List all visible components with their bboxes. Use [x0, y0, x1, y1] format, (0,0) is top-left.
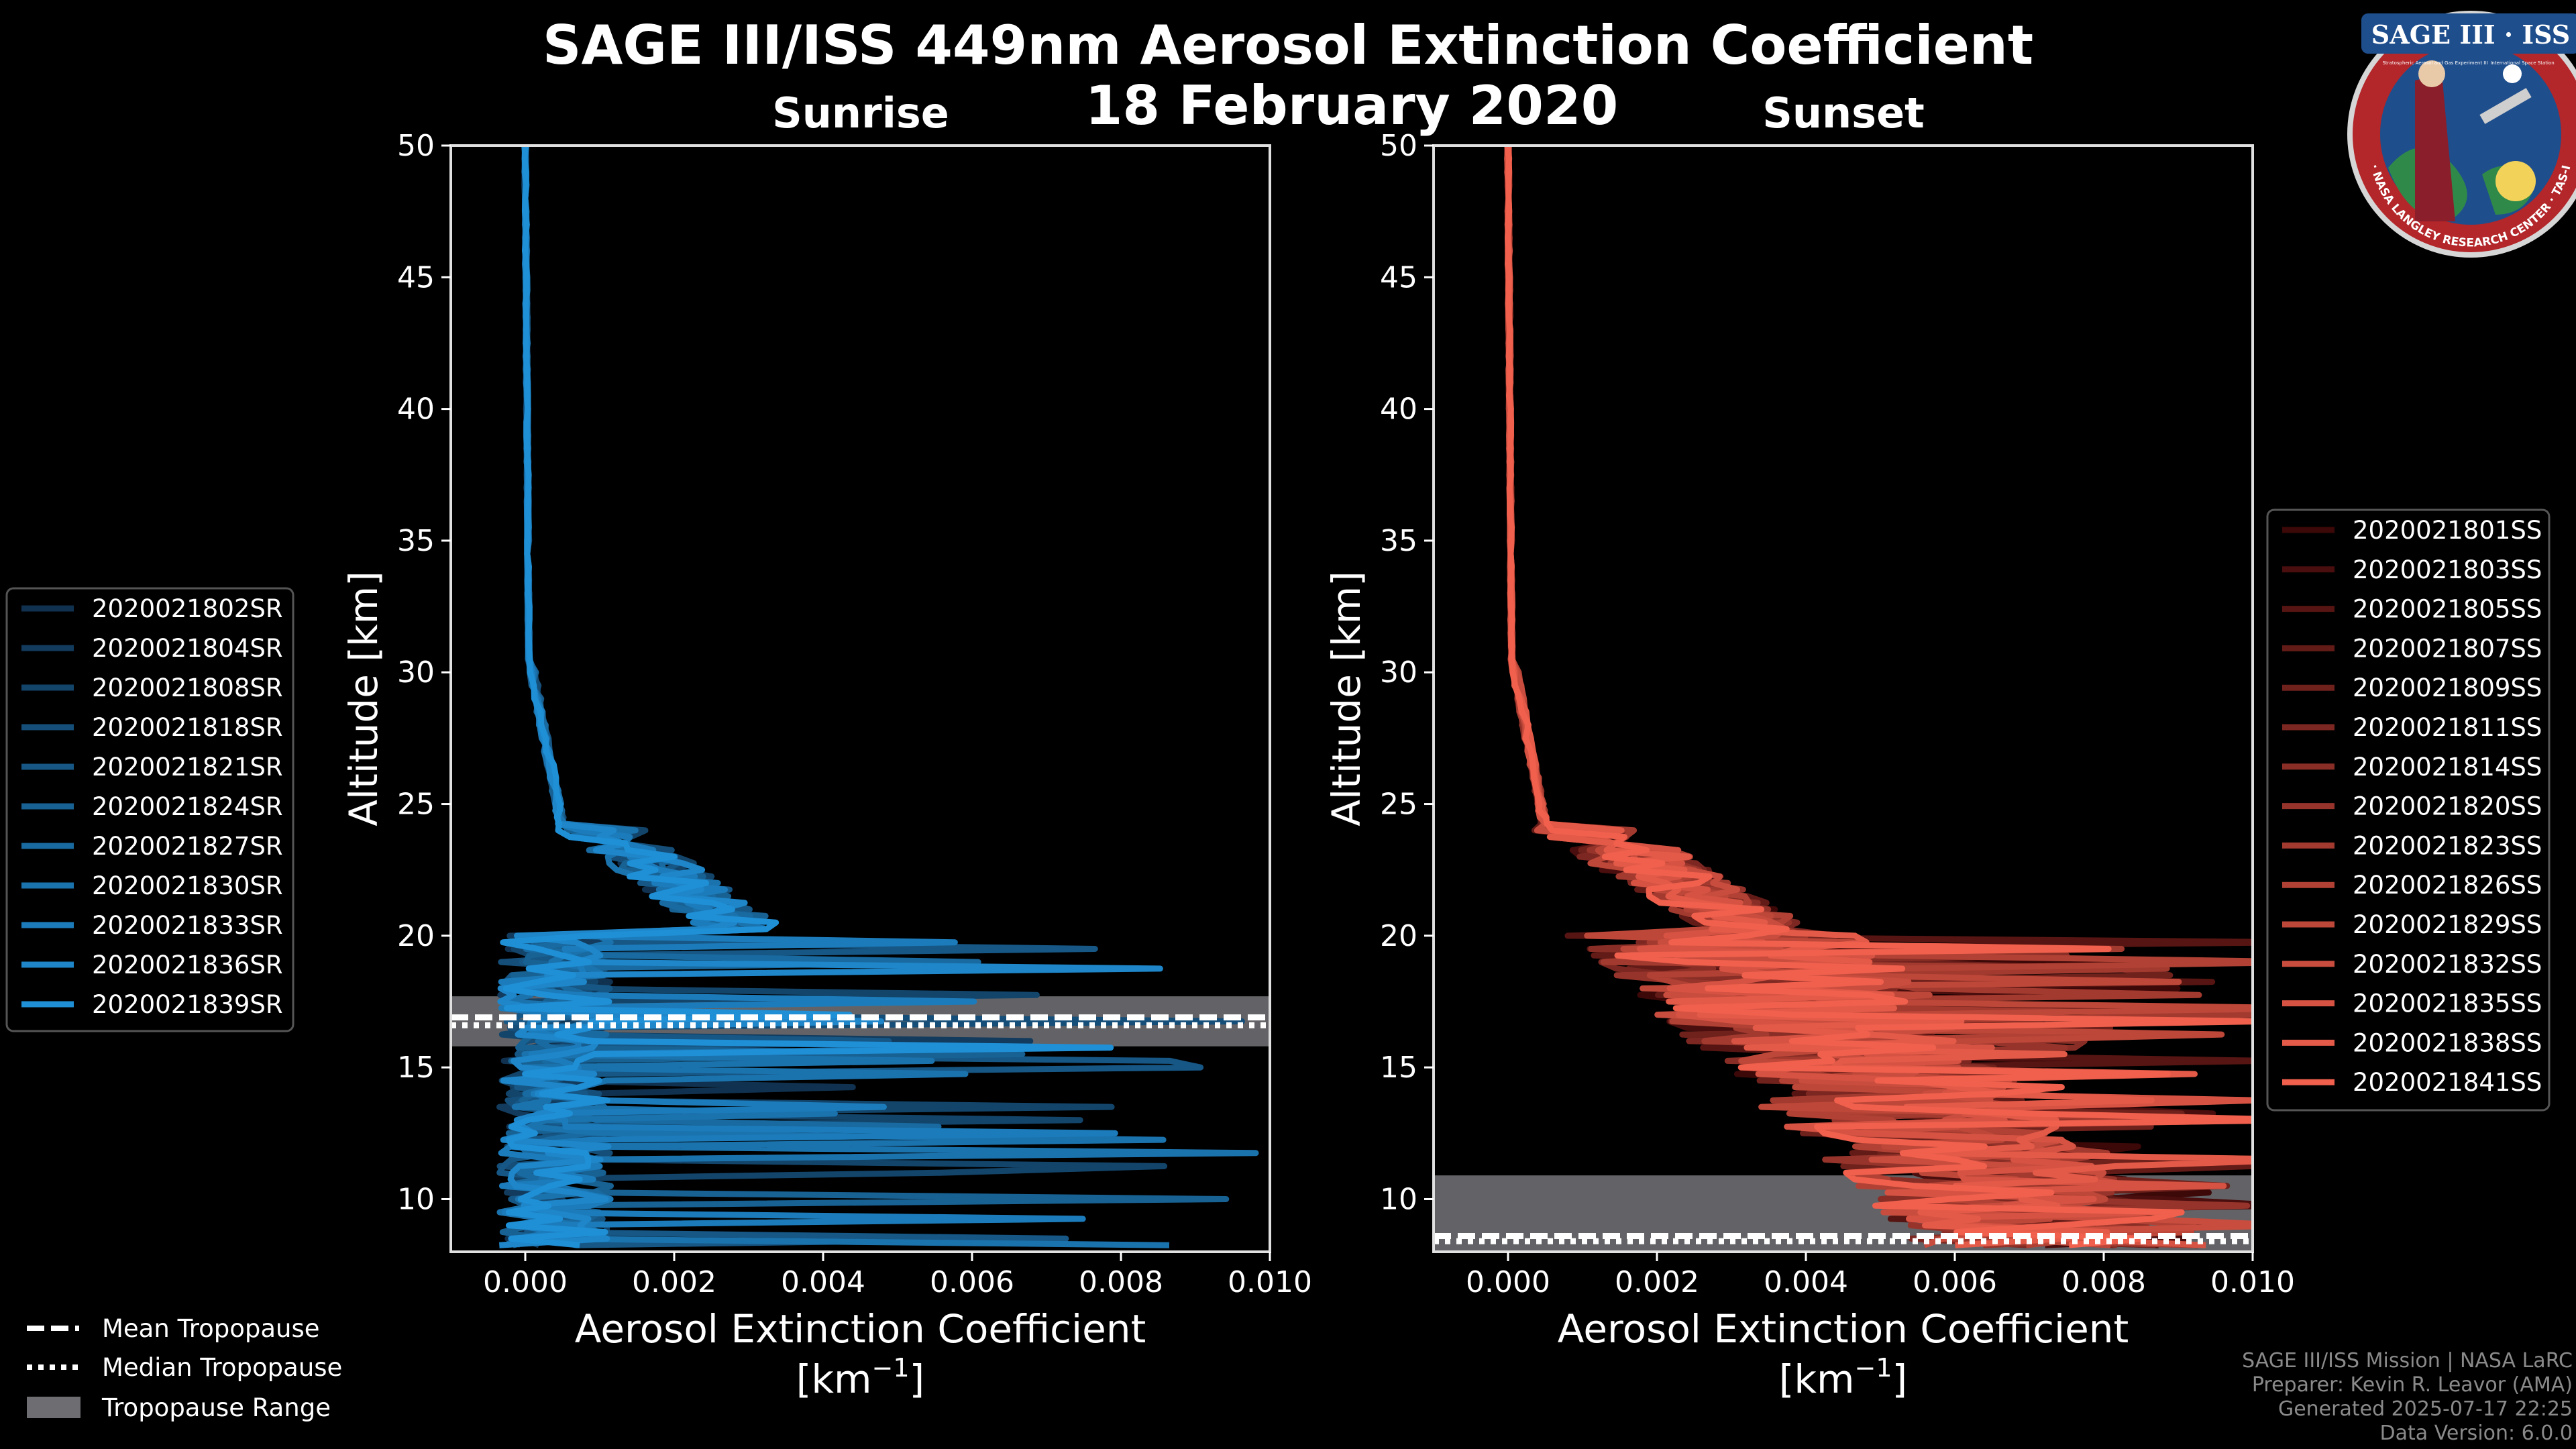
legend-label: 2020021820SS — [2353, 792, 2542, 821]
y-tick-label: 40 — [397, 392, 435, 427]
legend-label: 2020021829SS — [2353, 910, 2542, 939]
mean-tropopause-label: Mean Tropopause — [102, 1314, 320, 1343]
x-axis-unit-base: [km — [1779, 1356, 1855, 1402]
logo-subtitle-left: Stratospheric Aerosol and Gas Experiment… — [2382, 60, 2487, 66]
logo-subtitle-right: International Space Station — [2490, 60, 2554, 66]
x-tick-label: 0.004 — [1764, 1265, 1848, 1299]
y-tick-label: 20 — [1380, 919, 1417, 953]
legend-label: 2020021809SS — [2353, 674, 2542, 702]
x-tick-label: 0.010 — [1228, 1265, 1312, 1299]
x-tick-label: 0.000 — [483, 1265, 568, 1299]
axes-frame — [449, 144, 1271, 1253]
legend-label: 2020021838SS — [2353, 1028, 2542, 1057]
x-tick-label: 0.008 — [1079, 1265, 1163, 1299]
legend-label: 2020021833SR — [92, 911, 283, 940]
legend-label: 2020021821SR — [92, 753, 283, 782]
sunset-chart: 10 15 20 25 30 35 40 45 50 0.000 0.002 0.004 0.006 0.… — [1324, 129, 2295, 1402]
sunrise-chart: 10 15 20 25 30 35 40 45 50 0.000 0.002 0.004 0.006 0.… — [341, 129, 1312, 1402]
sunrise-legend-frame — [5, 587, 294, 1032]
series-line-2020021839SR — [500, 146, 1114, 1248]
y-tick-label: 45 — [397, 260, 435, 294]
legend-label: 2020021826SS — [2353, 871, 2542, 900]
credit-line-2: Preparer: Kevin R. Leavor (AMA) — [2252, 1373, 2573, 1397]
tropopause-legend: Mean Tropopause Median Tropopause Tropop… — [27, 1314, 342, 1422]
series-line-2020021830SR — [496, 146, 1259, 1248]
legend-label: 2020021811SS — [2353, 713, 2542, 742]
x-axis-label: Aerosol Extinction Coefficient — [575, 1306, 1146, 1352]
axes-frame — [1432, 144, 2254, 1253]
credit-line-1: SAGE III/ISS Mission | NASA LaRC — [2242, 1349, 2573, 1373]
legend-label: 2020021804SR — [92, 634, 283, 663]
legend-label: 2020021814SS — [2353, 753, 2542, 782]
legend-label: 2020021823SS — [2353, 831, 2542, 860]
legend-label: 2020021836SR — [92, 951, 283, 979]
legend-label: 2020021824SR — [92, 792, 283, 821]
legend-label: 2020021805SS — [2353, 595, 2542, 624]
legend-label: 2020021818SR — [92, 713, 283, 742]
x-axis-unit-exp: −1 — [1855, 1353, 1892, 1383]
legend-label: 2020021802SR — [92, 594, 283, 623]
legend-label: 2020021832SS — [2353, 950, 2542, 979]
y-tick-label: 50 — [397, 129, 435, 163]
x-axis-label: Aerosol Extinction Coefficient — [1558, 1306, 2129, 1352]
median-tropopause-label: Median Tropopause — [102, 1353, 342, 1382]
x-tick-label: 0.004 — [781, 1265, 865, 1299]
y-tick-label: 45 — [1380, 260, 1417, 294]
y-tick-label: 15 — [1380, 1051, 1417, 1085]
credit-line-4: Data Version: 6.0.0 — [2380, 1421, 2573, 1445]
y-axis-label: Altitude [km] — [1324, 571, 1369, 826]
legend-label: 2020021839SR — [92, 990, 283, 1019]
sunset-subtitle: Sunset — [1762, 89, 1925, 138]
x-axis-unit-close: ] — [1892, 1356, 1908, 1402]
tropopause-range-swatch — [27, 1397, 80, 1418]
x-tick-label: 0.002 — [1615, 1265, 1699, 1299]
y-tick-label: 35 — [397, 524, 435, 558]
sunrise-subtitle: Sunrise — [772, 89, 949, 138]
x-tick-label: 0.000 — [1466, 1265, 1550, 1299]
plot-area — [1434, 146, 2253, 1252]
x-axis-unit-base: [km — [796, 1356, 872, 1402]
main-title: SAGE III/ISS 449nm Aerosol Extinction Co… — [543, 14, 2033, 76]
x-tick-label: 0.002 — [632, 1265, 716, 1299]
sunset-legend-frame — [2266, 508, 2551, 1112]
x-tick-label: 0.010 — [2210, 1265, 2295, 1299]
plot-area — [451, 146, 1270, 1248]
legend-label: 2020021808SR — [92, 674, 283, 702]
x-tick-label: 0.006 — [930, 1265, 1014, 1299]
legend-label: 2020021801SS — [2353, 516, 2542, 545]
y-tick-label: 35 — [1380, 524, 1417, 558]
legend-label: 2020021835SS — [2353, 989, 2542, 1018]
legend-label: 2020021841SS — [2353, 1068, 2542, 1097]
y-tick-label: 30 — [1380, 655, 1417, 690]
legend-label: 2020021803SS — [2353, 555, 2542, 584]
x-axis-unit: [km−1] — [1779, 1353, 1907, 1402]
y-tick-label: 10 — [1380, 1182, 1417, 1216]
y-tick-label: 15 — [397, 1051, 435, 1085]
series-line-2020021841SS — [1504, 146, 2253, 1248]
legend-label: 2020021830SR — [92, 871, 283, 900]
x-axis-unit: [km−1] — [796, 1353, 924, 1402]
sunset-legend: 2020021801SS 2020021803SS 2020021805SS 2020… — [2266, 508, 2551, 1112]
legend-label: 2020021807SS — [2353, 634, 2542, 663]
x-axis-unit-close: ] — [910, 1356, 925, 1402]
y-tick-label: 20 — [397, 919, 435, 953]
y-axis-label: Altitude [km] — [341, 571, 386, 826]
x-tick-label: 0.006 — [1913, 1265, 1997, 1299]
x-tick-label: 0.008 — [2061, 1265, 2146, 1299]
y-tick-label: 50 — [1380, 129, 1417, 163]
x-axis-unit-exp: −1 — [872, 1353, 910, 1383]
credits: SAGE III/ISS Mission | NASA LaRC Prepare… — [2242, 1349, 2573, 1445]
y-tick-label: 25 — [397, 788, 435, 822]
credit-line-3: Generated 2025-07-17 22:25 — [2278, 1397, 2573, 1421]
logo-title: SAGE III · ISS — [2371, 19, 2570, 50]
y-tick-label: 40 — [1380, 392, 1417, 427]
y-tick-label: 30 — [397, 655, 435, 690]
y-tick-label: 10 — [397, 1182, 435, 1216]
sunrise-legend: 2020021802SR 2020021804SR 2020021808SR 2020… — [5, 587, 294, 1032]
legend-label: 2020021827SR — [92, 832, 283, 861]
tropopause-range-label: Tropopause Range — [101, 1393, 331, 1422]
y-tick-label: 25 — [1380, 788, 1417, 822]
date-title: 18 February 2020 — [1085, 74, 1619, 137]
